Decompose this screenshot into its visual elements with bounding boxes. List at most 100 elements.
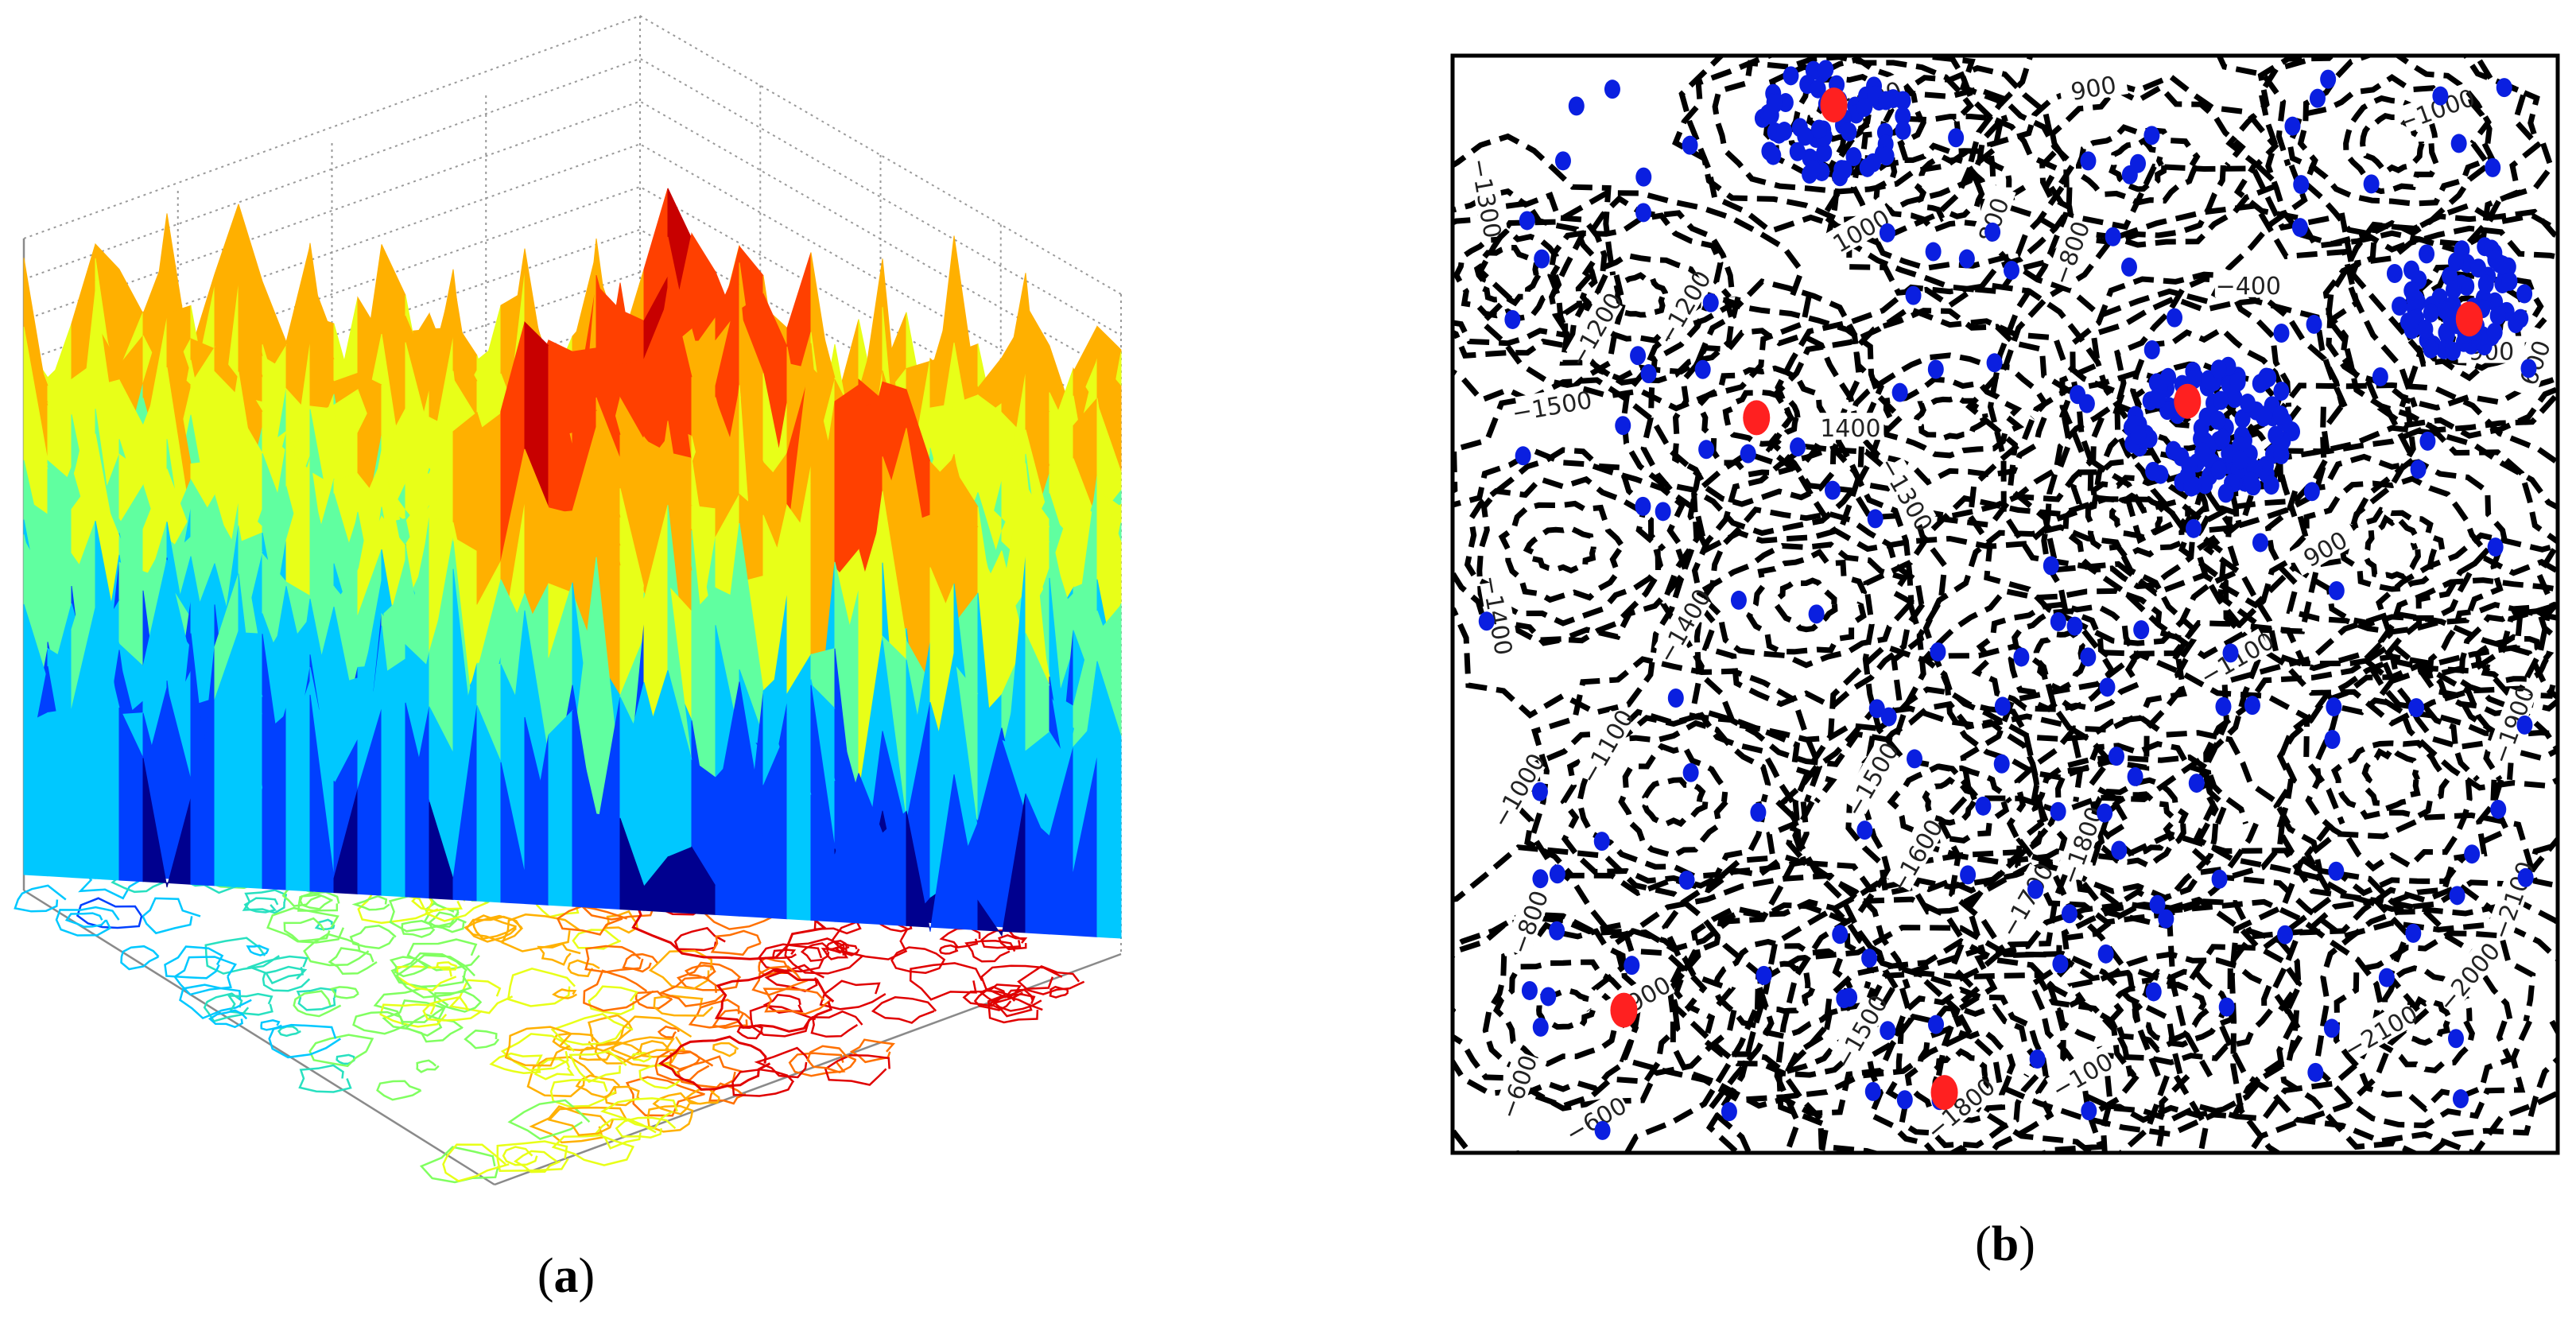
sample-point [1740,444,1756,464]
floor-contour [120,945,160,971]
contour-line [1672,328,1858,507]
sample-point [1594,1120,1611,1140]
sample-point [2470,258,2487,278]
sample-point [2486,322,2503,342]
contour-label-bg [1503,885,1552,958]
contour-label-bg [2435,941,2500,1011]
sample-point [1532,1017,1549,1037]
sample-point [2326,697,2342,717]
floor-contour [980,964,1063,999]
sample-point [2273,444,2290,464]
contour-line [1887,763,2012,844]
sample-point [1993,754,2010,774]
sample-point [2070,385,2086,405]
sample-point [1604,80,1620,99]
sample-point [1808,604,1825,624]
floor-contour [403,1013,464,1043]
contour-line [1678,56,2004,246]
contour-line [1523,525,1596,574]
sample-point [1878,146,1895,166]
contour-line [1453,226,1562,321]
sample-point [1750,802,1767,822]
sample-point [2268,425,2284,445]
contour-line [2258,56,2542,254]
contour-line [2264,453,2510,635]
sample-point [1702,293,1719,312]
sample-point [2291,218,2308,238]
sample-point [1906,749,1922,769]
sample-point [2211,869,2228,889]
floor-contour [416,1059,440,1073]
wall-gridline [23,57,1122,336]
sample-point [1667,689,1684,708]
caption-b: (b) [1975,1217,2035,1271]
floor-contour [502,1146,538,1166]
sample-point [2307,1062,2324,1082]
sample-point [1810,119,1827,139]
contour-label-bg [1492,1049,1541,1123]
sample-point [2050,801,2066,821]
contour-line [2427,601,2558,716]
sample-point [2229,372,2246,392]
floor-contour [246,955,308,985]
floor-contour [938,944,959,955]
contour-line [1695,506,1926,710]
sample-point [2458,277,2475,297]
sample-point [1797,126,1814,146]
floor-contour [788,1052,846,1077]
sample-point [2210,359,2227,379]
sample-point [1867,509,1884,529]
optimum-point [1820,87,1848,123]
contour-line [2229,812,2558,1153]
sample-point [1635,203,1652,223]
sample-point [2508,314,2524,334]
contour-label-bg [1565,293,1623,365]
sample-point [1640,364,1657,384]
surface-facet [667,846,692,914]
caption-a: (a) [537,1249,595,1303]
contour-line [1536,987,1596,1030]
contour-line [1746,549,1868,655]
sample-point [2432,86,2449,106]
sample-point [2166,308,2182,328]
floor-contour [604,1085,640,1107]
contour-line [1476,447,1663,646]
floor-contour [871,996,937,1024]
sample-point [2303,482,2320,502]
floor-contour [14,884,67,913]
sample-point [2277,925,2294,945]
sample-point [1540,987,1557,1007]
sample-point [2417,319,2434,339]
sample-point [1975,796,1992,816]
contour-line [1922,776,1979,826]
contour-line [1711,938,1853,1040]
sample-point [1635,167,1652,187]
surface-facet [23,712,48,877]
contour-line [1765,282,2140,553]
contour-line [2473,634,2555,684]
floor-contour [654,1049,714,1081]
sample-point [1624,956,1640,976]
sample-point [2452,1089,2469,1109]
contour-line [2216,897,2558,1153]
floor-contour [638,1064,683,1090]
floor-contour [465,915,522,943]
sample-point [1960,865,1977,885]
contour-line [2041,401,2242,646]
sample-point [2256,405,2273,425]
sample-point [2496,78,2512,98]
plot-frame [1450,53,2560,1155]
contour-line [1881,376,2025,459]
sample-point [2158,909,2174,929]
floor-contour [401,920,436,938]
floor-contour [179,983,252,1020]
contour-line [1453,377,1710,719]
sample-point [1504,309,1521,329]
sample-point [1958,249,1975,269]
floor-contour [513,1150,561,1174]
contour-label: −400 [2216,273,2281,301]
sample-point [1841,122,1857,142]
sample-point [2408,698,2425,718]
floor-contour [595,1118,657,1150]
